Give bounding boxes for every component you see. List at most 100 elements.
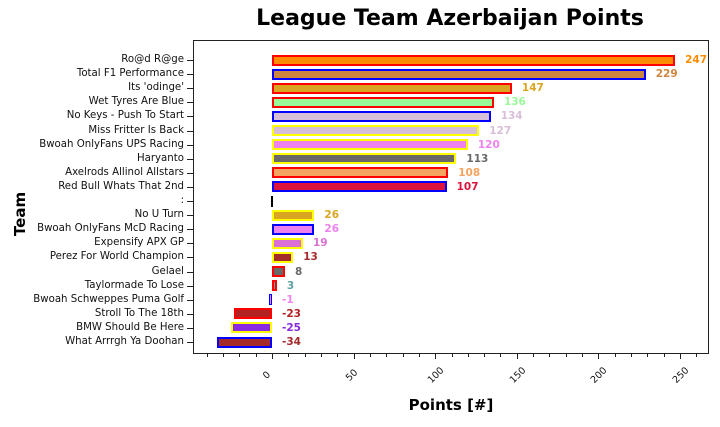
value-label: 19 — [313, 237, 328, 250]
bar — [272, 167, 449, 179]
chart-title: League Team Azerbaijan Points — [256, 6, 644, 31]
y-tick — [187, 313, 193, 315]
y-tick — [187, 60, 193, 61]
bar — [272, 139, 468, 151]
y-tick-label: Taylormade To Lose — [84, 279, 184, 291]
y-tick-label: Haryanto — [136, 152, 184, 164]
x-minor-tick — [402, 354, 404, 357]
x-minor-tick — [533, 354, 535, 357]
x-tick-label: 50 — [343, 367, 360, 384]
x-minor-tick — [223, 354, 225, 357]
bar — [272, 280, 277, 292]
y-tick-label: Wet Tyres Are Blue — [88, 96, 184, 108]
value-label: 136 — [503, 96, 526, 109]
y-tick-label: Bwoah Schweppes Puma Golf — [33, 293, 184, 305]
y-tick-label: No Keys - Push To Start — [66, 110, 184, 122]
y-tick-label: Bwoah OnlyFans UPS Racing — [39, 138, 184, 150]
x-minor-tick — [500, 354, 502, 357]
bar — [272, 125, 480, 136]
x-tick-label: 100 — [425, 365, 447, 386]
x-major-tick — [353, 354, 355, 359]
bar — [272, 209, 315, 221]
x-minor-tick — [239, 354, 241, 357]
bar — [234, 308, 272, 320]
x-minor-tick — [663, 354, 665, 357]
bar — [216, 336, 272, 348]
x-minor-tick — [386, 354, 388, 357]
x-minor-tick — [451, 354, 453, 357]
x-minor-tick — [484, 354, 486, 357]
y-tick-label: Axelrods Allinol Allstars — [65, 166, 184, 178]
y-tick — [187, 285, 193, 287]
y-tick — [187, 257, 193, 259]
bar — [272, 237, 303, 249]
value-label: 134 — [500, 110, 523, 123]
y-tick-label: BMW Should Be Here — [76, 321, 184, 333]
y-tick — [187, 116, 193, 118]
bar — [272, 181, 447, 193]
bar — [272, 68, 646, 80]
y-tick — [187, 88, 193, 90]
x-minor-tick — [320, 354, 322, 357]
x-tick-label: 0 — [260, 369, 274, 382]
y-tick — [187, 229, 193, 231]
x-axis-label: Points [#] — [408, 396, 494, 414]
value-label: 120 — [477, 138, 500, 151]
x-minor-tick — [418, 354, 420, 357]
value-label: 113 — [466, 152, 489, 165]
value-label: -34 — [282, 336, 301, 348]
value-label: 229 — [655, 68, 678, 81]
y-tick-label: : — [180, 195, 184, 206]
bar — [272, 82, 512, 94]
x-minor-tick — [631, 354, 633, 357]
value-label: 247 — [685, 54, 708, 66]
y-axis-label: Team — [11, 191, 30, 237]
value-label: 26 — [324, 223, 340, 236]
y-tick — [187, 144, 193, 146]
y-tick — [187, 74, 193, 76]
value-label: 107 — [456, 180, 479, 193]
y-tick — [187, 243, 193, 245]
value-label: 8 — [295, 265, 303, 278]
value-label: -23 — [282, 307, 301, 320]
x-minor-tick — [565, 354, 567, 357]
x-major-tick — [598, 354, 600, 359]
bar — [269, 294, 272, 306]
y-tick-label: Total F1 Performance — [76, 68, 184, 80]
x-minor-tick — [647, 354, 649, 357]
y-tick-label: Stroll To The 18th — [94, 307, 184, 319]
bar — [272, 153, 457, 165]
bar — [272, 223, 315, 235]
value-label: 13 — [303, 251, 318, 264]
value-label: -1 — [282, 293, 294, 306]
x-major-tick — [435, 354, 437, 359]
x-minor-tick — [304, 354, 306, 357]
y-tick-label: Perez For World Champion — [49, 251, 184, 263]
value-label: 127 — [489, 124, 512, 137]
x-minor-tick — [337, 354, 339, 357]
value-label: 3 — [286, 279, 295, 292]
x-major-tick — [680, 354, 681, 359]
y-tick — [187, 327, 193, 329]
y-tick — [187, 172, 193, 174]
x-major-tick — [272, 354, 273, 359]
y-tick — [187, 201, 193, 202]
x-tick-label: 200 — [589, 365, 610, 386]
value-label: 26 — [324, 209, 340, 222]
bar — [271, 195, 273, 207]
bar — [272, 96, 494, 108]
value-label: 108 — [458, 166, 481, 179]
x-minor-tick — [582, 354, 584, 357]
y-tick — [187, 130, 193, 132]
y-tick — [187, 186, 193, 188]
x-minor-tick — [206, 354, 208, 357]
y-tick — [187, 102, 193, 104]
x-major-tick — [516, 354, 518, 359]
x-minor-tick — [369, 354, 371, 357]
x-minor-tick — [614, 354, 616, 357]
bar — [231, 322, 272, 334]
x-tick-label: 250 — [670, 365, 692, 386]
y-tick — [187, 299, 193, 301]
y-tick-label: Expensify APX GP — [94, 237, 184, 249]
x-minor-tick — [549, 354, 551, 357]
